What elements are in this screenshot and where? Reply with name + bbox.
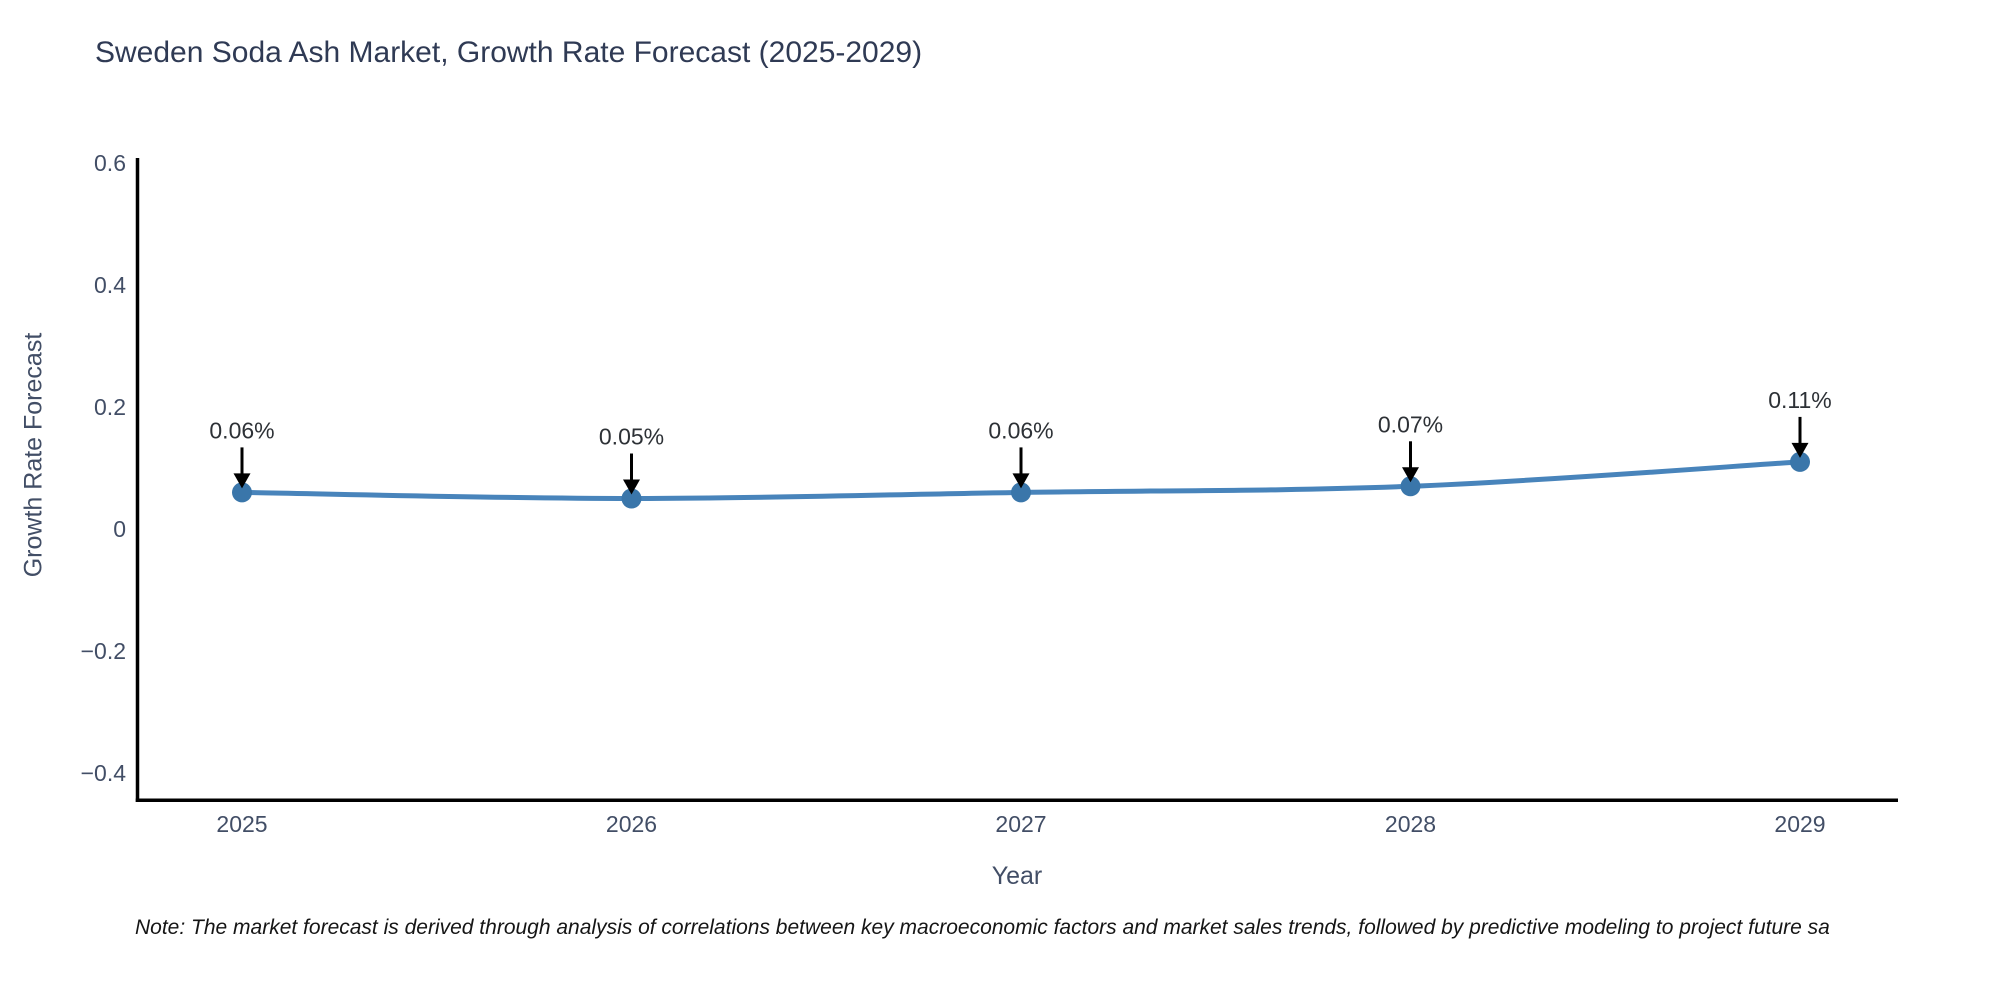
y-tick-label: 0.4 xyxy=(94,272,126,298)
data-point-marker[interactable] xyxy=(232,482,252,503)
x-tick-label: 2025 xyxy=(216,811,267,837)
y-tick-label: 0 xyxy=(113,516,126,542)
x-axis-title: Year xyxy=(991,862,1043,890)
footnote: Note: The market forecast is derived thr… xyxy=(135,916,1830,939)
annotation-arrowhead-icon xyxy=(623,479,640,495)
annotation-label: 0.07% xyxy=(1378,411,1443,437)
annotation-arrowhead-icon xyxy=(1402,467,1419,483)
x-tick-label: 2029 xyxy=(1774,811,1825,837)
data-point-marker[interactable] xyxy=(621,488,642,509)
data-point-marker[interactable] xyxy=(1400,476,1421,497)
annotation-label: 0.06% xyxy=(988,417,1053,443)
annotation-label: 0.11% xyxy=(1768,387,1832,413)
chart-title: Sweden Soda Ash Market, Growth Rate Fore… xyxy=(95,36,923,69)
annotation-label: 0.05% xyxy=(599,424,664,450)
annotation-label: 0.06% xyxy=(209,417,274,443)
annotation-arrowhead-icon xyxy=(1012,473,1030,489)
annotation-arrowhead-icon xyxy=(233,473,251,489)
annotation-arrowhead-icon xyxy=(1791,442,1809,458)
data-point-marker[interactable] xyxy=(1011,482,1031,503)
y-tick-label: 0.2 xyxy=(94,394,126,420)
y-tick-label: −0.4 xyxy=(81,760,127,786)
data-point-marker[interactable] xyxy=(1790,451,1810,472)
x-tick-label: 2026 xyxy=(606,811,657,837)
y-tick-label: 0.6 xyxy=(94,150,126,176)
x-tick-label: 2028 xyxy=(1385,811,1436,837)
y-tick-label: −0.2 xyxy=(81,638,126,664)
x-tick-label: 2027 xyxy=(995,811,1046,837)
